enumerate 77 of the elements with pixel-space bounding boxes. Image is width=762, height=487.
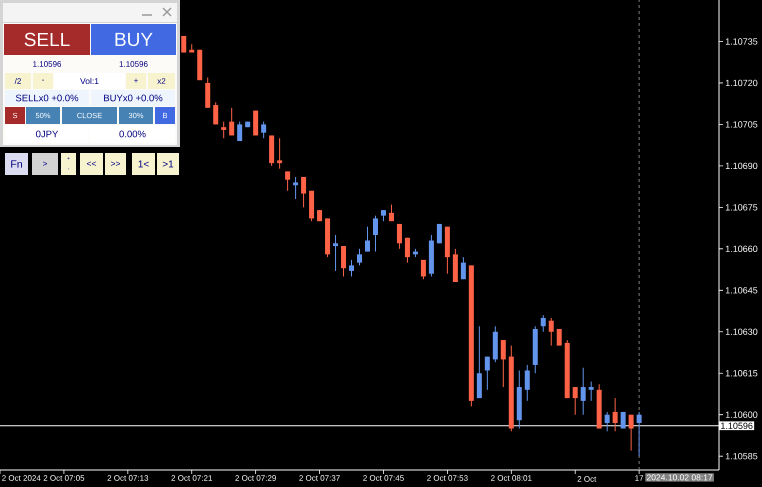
candlestick [293, 176, 298, 200]
annotation: BUYx0 +0.0% [104, 94, 162, 102]
annotation: 0.00% [119, 130, 146, 138]
candlestick [460, 256, 466, 280]
ref-line-label: 1.10596 [721, 422, 753, 429]
y-tick-label: 1.10705 [726, 121, 758, 128]
y-tick-label: 1.10660 [726, 246, 758, 252]
y-tick-label: 1.10675 [726, 204, 758, 211]
candlestick [261, 121, 266, 139]
candlestick [229, 107, 234, 136]
candlestick [372, 215, 378, 252]
candlestick [540, 314, 546, 332]
annotation: + [134, 78, 138, 83]
annotation: BUY [116, 32, 153, 46]
candlestick [500, 340, 506, 388]
y-tick-label: 1.10645 [726, 287, 758, 294]
candlestick [388, 204, 394, 222]
candlestick [484, 356, 490, 390]
candlestick [396, 223, 402, 250]
y-tick-label: 1.10600 [726, 412, 758, 418]
annotation: SELL [24, 32, 70, 46]
annotation: 1.10596 [120, 61, 148, 67]
candlestick [364, 226, 370, 252]
annotation: /2 [14, 78, 21, 84]
annotation: 1.10596 [33, 61, 62, 67]
x-tick-label: 2 Oct 07:53 [427, 475, 468, 481]
y-tick-label: 1.10630 [726, 328, 758, 335]
annotation: << [86, 162, 96, 166]
candlestick [436, 223, 442, 244]
y-tick-label: 1.10735 [726, 38, 758, 45]
candlestick [628, 414, 634, 452]
candlestick [524, 364, 530, 402]
text: 2 Oct [578, 476, 596, 482]
candlestick [604, 411, 610, 432]
candlestick [221, 121, 226, 139]
ref-line-label: 2024.10.02 08:17 [646, 474, 712, 480]
candlestick [301, 176, 306, 208]
candlestick [404, 237, 410, 264]
candlestick [636, 411, 642, 457]
x-tick-label: 2 Oct 2024 [2, 475, 41, 481]
x-tick-label: 2 Oct 07:05 [44, 475, 84, 481]
candlestick [588, 381, 594, 402]
annotation: SELLx0 +0.0% [16, 94, 78, 102]
candlestick [285, 170, 290, 192]
candlestick [380, 210, 386, 222]
annotation: Vol:1 [80, 78, 99, 84]
candlestick [556, 328, 562, 346]
x-tick-label: 2 Oct 07:37 [299, 475, 340, 481]
candlestick [357, 248, 362, 266]
candlestick [213, 102, 218, 125]
candlestick [612, 398, 618, 432]
x-tick-label: 2 Oct 07:45 [363, 475, 404, 481]
candlestick [420, 259, 426, 280]
candlestick [548, 317, 554, 346]
x-tick-label: 2 Oct 07:29 [235, 475, 276, 481]
x-tick-label: 17 [635, 475, 644, 481]
y-tick-label: 1.10690 [726, 162, 758, 170]
annotation: Fn [11, 160, 22, 168]
annotation: 1< [138, 160, 149, 168]
annotation: 0JPY [36, 130, 58, 138]
candlestick [333, 234, 338, 272]
annotation: >> [110, 162, 120, 166]
x-tick-label: 2 Oct 07:13 [108, 475, 148, 481]
candlestick [277, 138, 282, 170]
x-tick-label: 2 Oct 08:01 [491, 475, 532, 481]
annotation: x2 [157, 78, 166, 84]
candlestick [349, 259, 354, 277]
y-tick-label: 1.10615 [726, 370, 758, 376]
candlestick [341, 246, 346, 277]
annotation: >1 [162, 160, 174, 168]
x-tick-label: 2 Oct 07:21 [171, 475, 212, 481]
y-tick-label: 1.10720 [726, 80, 758, 86]
candlestick [237, 121, 242, 142]
annotation: > [43, 162, 47, 166]
candlestick [580, 367, 586, 416]
candlestick [572, 386, 578, 416]
y-tick-label: 1.10585 [726, 452, 758, 460]
